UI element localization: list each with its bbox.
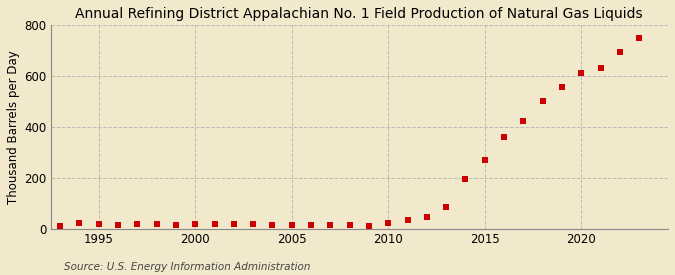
Point: [576, 71, 587, 76]
Point: [209, 222, 220, 226]
Y-axis label: Thousand Barrels per Day: Thousand Barrels per Day: [7, 50, 20, 204]
Point: [267, 222, 278, 227]
Point: [383, 220, 394, 225]
Point: [537, 99, 548, 104]
Point: [364, 223, 375, 228]
Point: [132, 222, 143, 226]
Point: [441, 205, 452, 210]
Point: [286, 223, 297, 227]
Point: [325, 222, 335, 227]
Point: [113, 222, 124, 227]
Point: [634, 35, 645, 40]
Point: [190, 222, 200, 226]
Title: Annual Refining District Appalachian No. 1 Field Production of Natural Gas Liqui: Annual Refining District Appalachian No.…: [76, 7, 643, 21]
Point: [344, 223, 355, 227]
Point: [614, 50, 625, 54]
Point: [306, 222, 317, 227]
Point: [556, 85, 567, 90]
Text: Source: U.S. Energy Information Administration: Source: U.S. Energy Information Administ…: [64, 262, 310, 272]
Point: [402, 218, 413, 222]
Point: [151, 222, 162, 226]
Point: [228, 222, 239, 227]
Point: [248, 222, 259, 227]
Point: [479, 158, 490, 162]
Point: [595, 66, 606, 70]
Point: [421, 215, 432, 220]
Point: [171, 222, 182, 227]
Point: [499, 135, 510, 139]
Point: [518, 118, 529, 123]
Point: [460, 177, 471, 182]
Point: [74, 221, 85, 226]
Point: [55, 224, 65, 229]
Point: [93, 222, 104, 226]
